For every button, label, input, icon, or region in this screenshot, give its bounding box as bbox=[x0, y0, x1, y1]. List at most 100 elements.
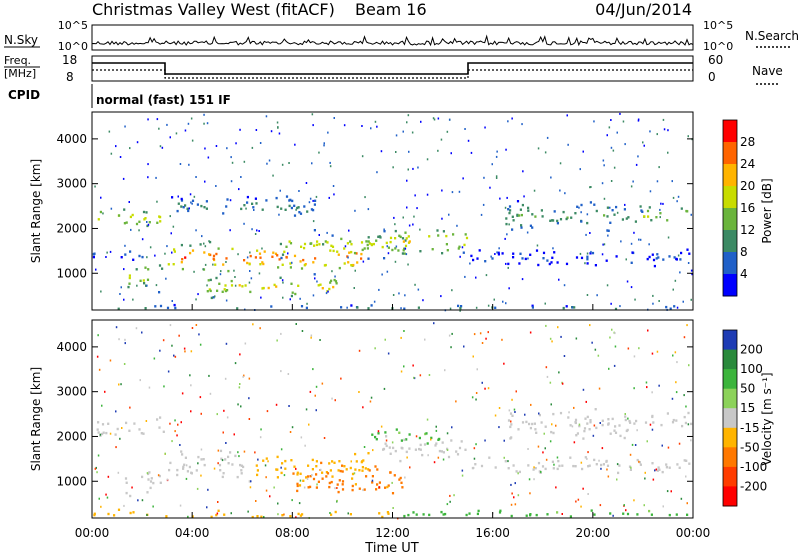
power-cells-cell-7 bbox=[518, 262, 521, 265]
power-cells-cell-8 bbox=[603, 214, 606, 217]
power-cells-noise bbox=[491, 163, 493, 166]
power-cells-noise bbox=[544, 151, 547, 154]
power-cells-noise bbox=[414, 283, 416, 286]
power-cells-noise bbox=[441, 217, 443, 220]
vel-cells-noise bbox=[530, 403, 532, 406]
power-cells-cell-5 bbox=[310, 242, 313, 245]
power-cells-cell-8 bbox=[621, 218, 624, 221]
power-cells-noise bbox=[136, 141, 139, 144]
vel-cells-cell-5 bbox=[424, 432, 427, 436]
vel-cells-noise bbox=[503, 362, 505, 365]
power-cells-noise bbox=[521, 278, 524, 281]
power-cells-cell-8 bbox=[553, 210, 556, 213]
vel-cells-cell-10 bbox=[442, 513, 445, 516]
power-cells-cell-9 bbox=[643, 215, 646, 218]
power-cells-cell-11 bbox=[171, 196, 174, 199]
power-cells-cell-5 bbox=[300, 245, 303, 248]
power-cells-cell-5 bbox=[403, 252, 406, 255]
power-cells-noise bbox=[165, 277, 167, 280]
vel-cells-cell-8 bbox=[576, 432, 579, 435]
power-cells-noise bbox=[537, 147, 540, 150]
vel-cells-noise bbox=[216, 413, 218, 416]
vel-cells-cell-0 bbox=[105, 431, 108, 435]
power-cells-noise bbox=[332, 185, 335, 187]
power-cells-cell-7 bbox=[605, 259, 608, 262]
vel-cells-cell-6 bbox=[414, 448, 417, 451]
power-cells-noise bbox=[405, 253, 408, 256]
vel-cells-cell-10 bbox=[444, 512, 447, 516]
vel-cells-noise bbox=[242, 375, 244, 378]
power-cells-noise bbox=[586, 252, 589, 255]
power-cells-cell-1 bbox=[158, 264, 162, 267]
power-cells-cell-3 bbox=[278, 258, 281, 261]
power-cells-cell-8 bbox=[565, 217, 568, 221]
power-cells-cell-4 bbox=[249, 290, 252, 294]
vel-cells-noise bbox=[544, 447, 546, 450]
vel-cells-cell-3 bbox=[355, 460, 358, 463]
vel-cells-noise bbox=[573, 406, 575, 409]
power-cells-cell-3 bbox=[338, 266, 341, 270]
power-cells-noise bbox=[328, 196, 330, 199]
vel-cells-cell-7 bbox=[618, 464, 621, 467]
vel-cells-noise bbox=[430, 438, 432, 441]
power-cells-cell-4 bbox=[224, 289, 227, 293]
vel-cells-cell-8 bbox=[609, 432, 612, 435]
vel-cells-noise bbox=[685, 475, 687, 478]
power-cells-noise bbox=[243, 222, 245, 225]
vel-cells-cell-8 bbox=[635, 419, 638, 423]
power-cells-cell-1 bbox=[143, 282, 146, 285]
power-cells-noise bbox=[526, 231, 529, 234]
power-cells-noise bbox=[334, 275, 336, 278]
vel-cells-cell-6 bbox=[419, 448, 422, 451]
vel-cells-noise bbox=[162, 339, 165, 342]
power-cells-noise bbox=[172, 225, 175, 228]
vel-cells-noise bbox=[174, 355, 177, 358]
vel-cells-noise bbox=[100, 505, 102, 508]
vel-cells-noise bbox=[109, 432, 112, 435]
vel-cells-noise bbox=[283, 513, 285, 516]
x-tick-label: 08:00 bbox=[275, 526, 310, 540]
power-cells-noise bbox=[624, 143, 626, 146]
power-cells-noise bbox=[470, 151, 473, 154]
vel-cells-cell-7 bbox=[600, 463, 603, 467]
vel-cells-noise bbox=[217, 449, 220, 452]
power-cells-noise bbox=[149, 246, 152, 249]
power-cells-noise bbox=[450, 152, 452, 155]
power-cells-cell-5 bbox=[326, 241, 329, 244]
vel-cells-noise bbox=[240, 405, 242, 408]
power-cells-cell-7 bbox=[679, 258, 682, 261]
power-cells-cell-11 bbox=[255, 202, 258, 205]
power-cells-noise bbox=[406, 121, 408, 124]
power-yticks-tick-label: 1000 bbox=[56, 266, 87, 280]
vel-cells-cell-1 bbox=[159, 481, 162, 484]
vel-cells-cell-2 bbox=[236, 475, 239, 479]
power-cells-cell-3 bbox=[227, 269, 230, 273]
power-cells-noise bbox=[406, 179, 408, 182]
vel-cells-noise bbox=[686, 502, 688, 505]
power-cells-cell-4 bbox=[317, 284, 320, 287]
vel-cells-noise bbox=[634, 444, 637, 446]
power-cells-cell-4 bbox=[212, 296, 215, 299]
power-cells-cell-3 bbox=[181, 258, 184, 261]
power-cells-noise bbox=[625, 258, 627, 261]
vel-cells-noise bbox=[298, 502, 301, 505]
power-cells-noise bbox=[494, 253, 496, 255]
power-cells-cell-0 bbox=[146, 224, 149, 228]
vel-cells-cell-3 bbox=[358, 469, 361, 472]
vel-cells-cell-4 bbox=[309, 475, 312, 478]
power-cells-noise bbox=[652, 294, 654, 297]
power-cells-cell-6 bbox=[401, 252, 404, 255]
vel-cells-noise bbox=[370, 396, 373, 399]
vel-cells-noise bbox=[591, 341, 593, 344]
vel-cells-noise bbox=[511, 398, 513, 401]
vel-cells-cell-7 bbox=[556, 467, 559, 471]
vel-cells-cell-0 bbox=[156, 418, 159, 421]
power-cells-cell-7 bbox=[630, 261, 633, 264]
power-cells-noise bbox=[511, 117, 513, 120]
power-cells-noise bbox=[660, 202, 662, 205]
power-cells-cell-2 bbox=[138, 254, 141, 258]
power-cells-cell-6 bbox=[428, 235, 431, 238]
vel-cells-cell-9 bbox=[672, 418, 675, 422]
vel-cells-noise bbox=[475, 398, 477, 401]
power-cells-cell-0 bbox=[135, 222, 139, 226]
